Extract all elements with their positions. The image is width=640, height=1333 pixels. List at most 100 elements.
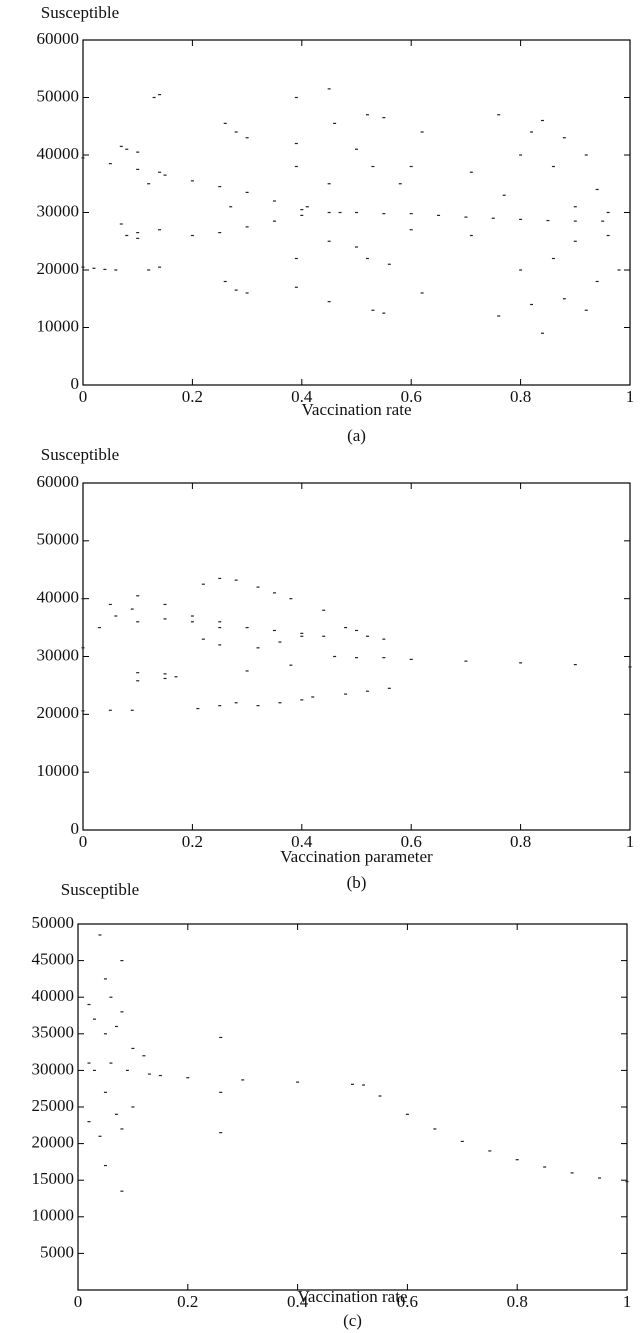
point [530,303,534,306]
point [152,96,156,99]
y-tick-label: 10000 [37,316,80,335]
point [491,217,495,219]
point [103,268,107,271]
point [361,1084,365,1086]
point [365,635,369,637]
point [234,131,238,133]
point [327,88,331,90]
point [278,702,282,704]
point [272,220,276,222]
point [595,280,599,283]
y-axis-title: Susceptible [41,445,119,464]
point [234,579,238,581]
point [136,680,140,682]
point [218,705,222,707]
y-tick-label: 45000 [32,950,75,969]
point [382,312,386,314]
point [294,257,298,260]
point [387,263,391,265]
point [119,145,123,147]
point [530,131,534,133]
x-axis-title: Vaccination parameter [280,847,433,866]
point [223,280,227,283]
point [219,1036,223,1039]
point [437,214,441,216]
point [409,213,413,215]
point [519,662,523,664]
point [245,226,249,228]
point [92,267,96,269]
point [114,269,118,271]
point [81,647,85,649]
point [163,673,167,675]
point [97,626,101,629]
point [163,603,167,606]
point [223,122,227,124]
point [464,660,468,662]
y-tick-label: 60000 [37,472,80,491]
y-tick-label: 30000 [37,201,80,220]
point [573,206,577,208]
point [186,1077,190,1079]
point [125,1069,129,1071]
point [300,214,304,216]
point [163,174,167,176]
point [136,595,140,597]
point [131,1106,135,1108]
point [81,266,85,268]
point [551,165,555,168]
point [218,232,222,234]
point [136,168,140,170]
y-tick-label: 40000 [37,588,80,607]
point [92,1069,96,1071]
point [300,632,304,634]
point [119,223,123,225]
point [130,709,134,711]
point [109,1062,113,1064]
point [546,219,550,222]
point [272,592,276,594]
point [131,1047,135,1050]
point [300,209,304,211]
point [114,615,118,617]
y-tick-label: 25000 [32,1096,75,1115]
point [114,1113,118,1115]
point [245,191,249,193]
point [351,1083,354,1085]
point [387,687,391,689]
point [87,1121,91,1123]
point [147,183,151,185]
point [125,234,129,237]
point [147,1073,151,1075]
point [103,978,107,980]
point [219,1132,223,1134]
point [136,151,140,153]
point [289,664,293,666]
point [147,269,151,271]
point [109,996,113,998]
point [409,165,413,168]
y-tick-label: 30000 [37,645,80,664]
point [190,621,194,623]
point [120,960,124,962]
point [338,211,342,214]
point [103,1091,107,1093]
y-tick-label: 0 [71,819,80,838]
point [469,171,473,173]
point [300,635,304,637]
point [256,586,260,588]
point [218,644,222,646]
point [573,663,577,666]
x-tick-label: 0.8 [507,1292,528,1311]
point [218,621,222,623]
x-tick-label: 0.2 [177,1292,198,1311]
point [606,234,610,237]
point [256,647,260,649]
point [355,657,358,659]
point [488,1150,492,1152]
point [365,114,369,116]
point [433,1128,437,1130]
x-tick-label: 1 [623,1292,632,1311]
point [120,1128,124,1130]
point [190,615,194,617]
